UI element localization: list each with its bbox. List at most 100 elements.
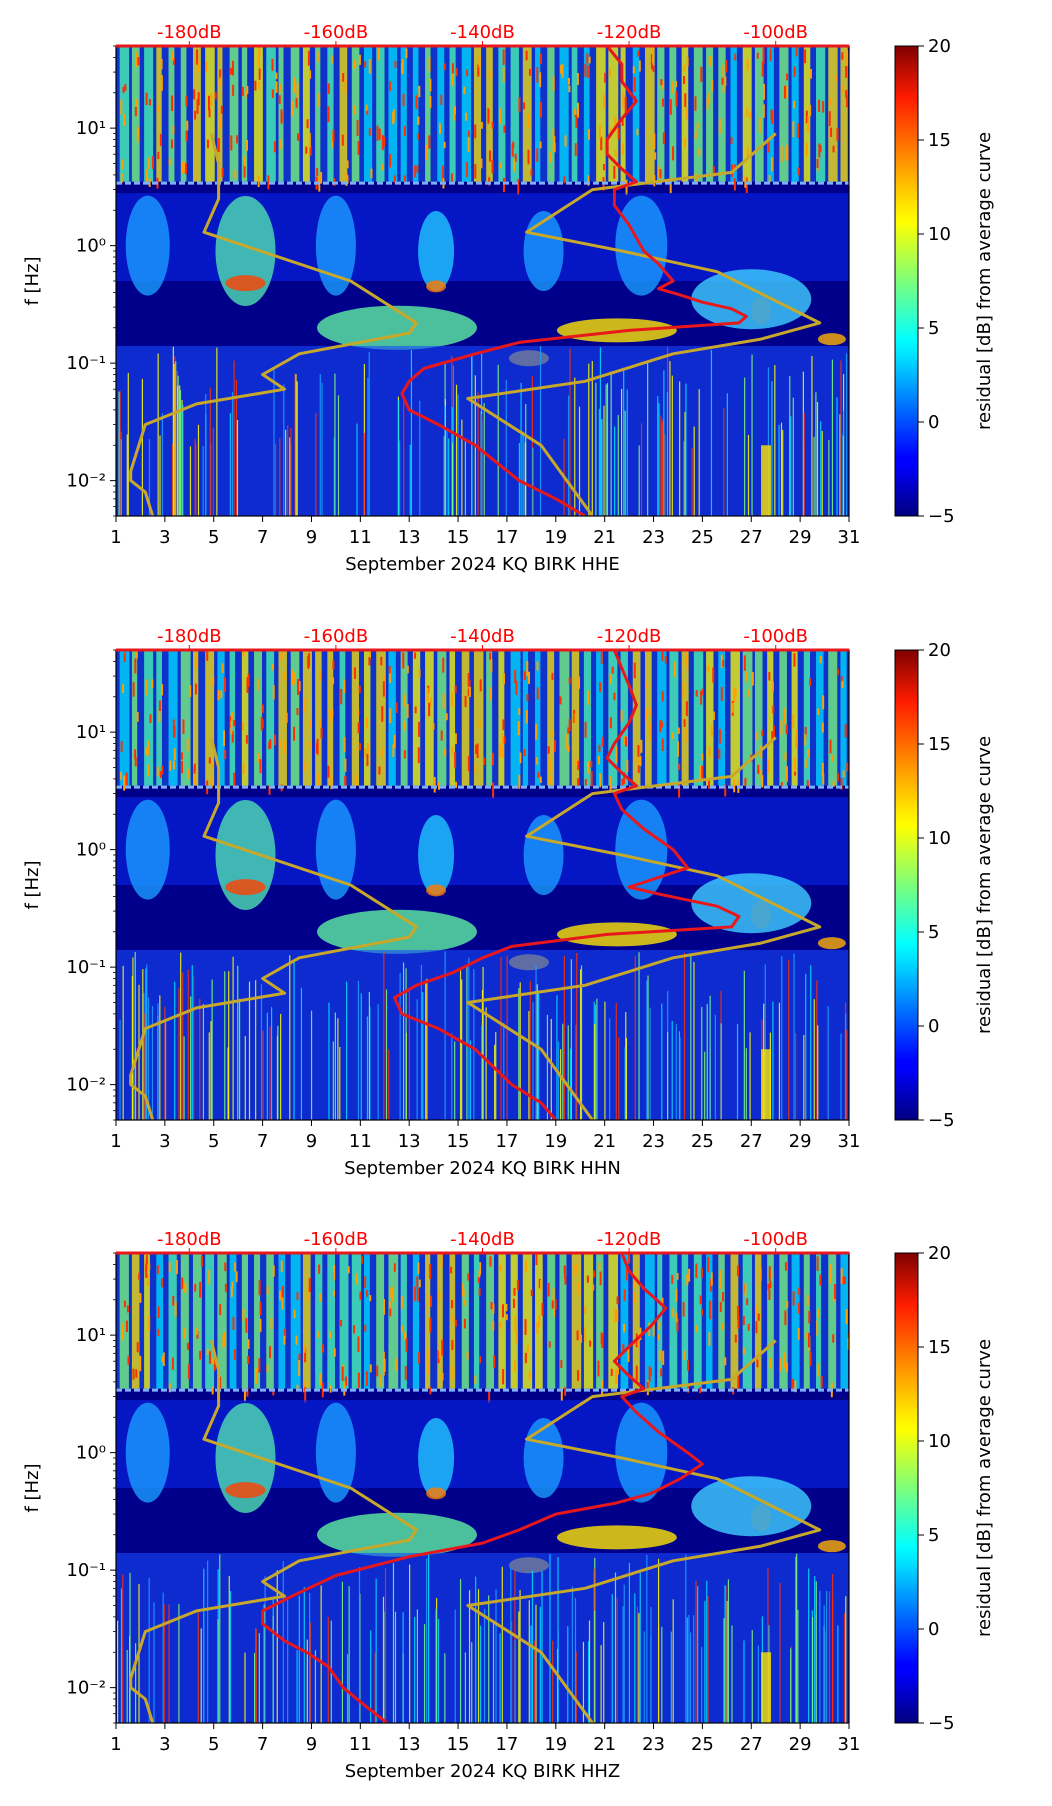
speckle	[635, 1365, 638, 1381]
speckle	[272, 1388, 275, 1396]
speckle	[477, 64, 480, 77]
speckle	[649, 1367, 652, 1377]
diurnal-stripe	[853, 650, 859, 786]
speckle	[245, 1318, 248, 1333]
speckle	[182, 719, 185, 734]
speckle	[528, 671, 531, 684]
speckle	[710, 1272, 713, 1286]
speckle	[809, 1351, 812, 1366]
energy-patch	[556, 1525, 677, 1550]
speckle	[318, 1264, 321, 1274]
speckle	[330, 775, 333, 790]
speckle	[564, 1266, 567, 1279]
speckle	[138, 1273, 141, 1280]
speckle	[368, 59, 371, 74]
speckle	[489, 652, 492, 660]
speckle	[524, 1260, 527, 1273]
speckle	[455, 68, 458, 77]
speckle	[733, 779, 736, 793]
speckle	[701, 1309, 704, 1316]
colorbar-tick-label: 10	[928, 1431, 951, 1452]
diurnal-stripe	[376, 650, 386, 786]
speckle	[269, 739, 272, 749]
x-axis-title: September 2024 KQ BIRK HHN	[344, 1158, 621, 1179]
speckle	[522, 102, 525, 110]
y-tick-label: 10⁰	[76, 840, 106, 861]
speckle	[416, 1276, 419, 1288]
speckle	[394, 1358, 397, 1371]
speckle	[625, 179, 628, 196]
speckle	[587, 129, 590, 140]
speckle	[418, 721, 421, 737]
speckle	[316, 51, 319, 63]
speckle	[331, 709, 334, 718]
speckle	[467, 1273, 470, 1281]
speckle	[404, 1366, 407, 1380]
speckle	[353, 61, 356, 69]
speckle	[621, 117, 624, 126]
speckle	[232, 1316, 235, 1331]
speckle	[242, 1308, 245, 1322]
speckle	[245, 735, 248, 744]
speckle	[621, 143, 624, 155]
speckle	[212, 1357, 215, 1365]
speckle	[437, 1350, 440, 1364]
speckle	[793, 100, 796, 109]
speckle	[587, 690, 590, 706]
speckle	[257, 175, 260, 188]
diurnal-stripe	[840, 650, 847, 786]
speckle	[168, 1383, 171, 1393]
speckle	[307, 50, 310, 66]
speckle	[220, 105, 223, 114]
speckle	[516, 1279, 519, 1291]
diurnal-stripe	[119, 650, 130, 786]
colorbar-title: residual [dB] from average curve	[974, 132, 995, 430]
speckle	[343, 1381, 346, 1396]
speckle	[623, 772, 626, 785]
speckle	[551, 1300, 554, 1309]
speckle	[601, 736, 604, 747]
speckle	[186, 120, 189, 131]
speckle	[675, 81, 678, 88]
speckle	[230, 135, 233, 151]
heatmap-area	[116, 1253, 849, 1723]
speckle	[309, 70, 312, 79]
x-tick-label: 15	[447, 1131, 470, 1152]
speckle	[616, 1308, 619, 1322]
diurnal-stripe	[803, 650, 811, 786]
diurnal-stripe	[119, 1253, 129, 1389]
speckle	[156, 1265, 159, 1275]
speckle	[291, 669, 294, 686]
speckle	[389, 1308, 392, 1317]
speckle	[662, 80, 665, 90]
diurnal-stripe	[828, 1253, 837, 1389]
speckle	[148, 1263, 151, 1270]
speckle	[332, 129, 335, 143]
speckle	[586, 53, 589, 64]
x-tick-label: 3	[159, 1734, 170, 1755]
speckle	[626, 759, 629, 772]
energy-patch	[125, 195, 170, 296]
speckle	[708, 1332, 711, 1346]
speckle	[527, 149, 530, 165]
speckle	[743, 655, 746, 671]
speckle	[428, 135, 431, 149]
speckle	[853, 79, 855, 92]
speckle	[353, 667, 356, 679]
speckle	[530, 169, 533, 176]
speckle	[503, 125, 506, 133]
diurnal-stripe	[853, 46, 859, 182]
speckle	[664, 655, 667, 664]
speckle	[257, 752, 260, 763]
speckle	[742, 1347, 745, 1355]
speckle	[804, 734, 807, 746]
speckle	[221, 663, 224, 673]
speckle	[756, 731, 759, 741]
speckle	[223, 730, 226, 747]
diurnal-stripe	[205, 650, 215, 786]
speckle	[217, 689, 220, 701]
speckle	[438, 1350, 441, 1360]
speckle	[442, 165, 445, 182]
diurnal-stripe	[241, 1253, 249, 1389]
